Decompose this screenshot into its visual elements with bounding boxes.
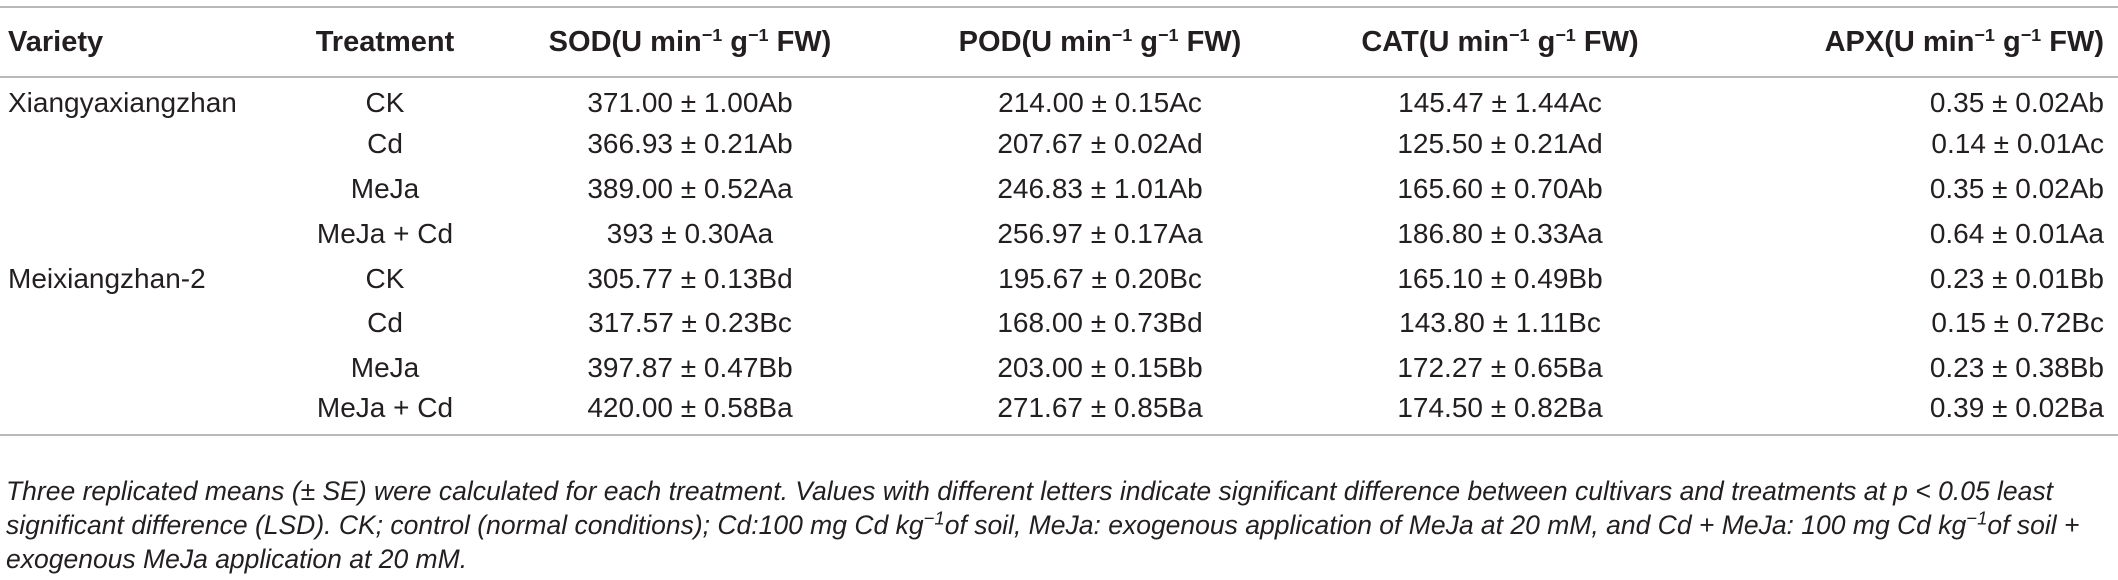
header-cat-sup2: −1 [1555,24,1576,45]
table-footnote: Three replicated means (± SE) were calcu… [6,474,2106,576]
header-cat-base: CAT(U min [1361,25,1510,58]
header-sod: SOD(U min−1 g−1 FW) [480,6,900,78]
cell-cat: 174.50 ± 0.82Ba [1300,390,1700,437]
cell-variety [0,122,290,167]
cell-cat: 145.47 ± 1.44Ac [1398,86,1602,118]
footnote-sup-1: −1 [923,507,945,529]
header-apx-base: APX(U min [1824,25,1975,58]
cell-apx: 0.23 ± 0.38Bb [1929,352,2104,384]
cell-apx: 0.35 ± 0.02Ab [1929,86,2104,118]
cell-apx: 0.64 ± 0.01Aa [1929,217,2104,249]
table-row: MeJa + Cd 393 ± 0.30Aa 256.97 ± 0.17Aa 1… [0,211,2118,256]
cell-cat: 143.80 ± 1.11Bc [1399,307,1601,339]
header-pod-base: POD(U min [958,25,1112,58]
cell-pod: 214.00 ± 0.15Ac [998,86,1202,118]
cell-pod: 207.67 ± 0.02Ad [997,128,1203,160]
table-row: Cd 366.93 ± 0.21Ab 207.67 ± 0.02Ad 125.5… [0,122,2118,167]
cell-sod: 305.77 ± 0.13Bd [587,262,793,294]
header-pod-mid: g [1132,25,1159,58]
header-apx-sup1: −1 [1974,24,1995,45]
table-row: Meixiangzhan-2 CK 305.77 ± 0.13Bd 195.67… [0,256,2118,301]
cell-sod: 371.00 ± 1.00Ab [587,86,793,118]
cell-pod: 203.00 ± 0.15Bb [997,352,1203,384]
cell-treatment: MeJa [350,352,420,384]
cell-apx: 0.15 ± 0.72Bc [1931,307,2104,339]
table-row: Xiangyaxiangzhan CK 371.00 ± 1.00Ab 214.… [0,77,2118,122]
header-sod-base: SOD(U min [548,25,702,58]
cell-sod: 389.00 ± 0.52Aa [587,172,793,204]
header-apx-end: FW) [2041,25,2104,58]
cell-sod: 317.57 ± 0.23Bc [588,307,792,339]
cell-pod: 271.67 ± 0.85Ba [900,390,1300,437]
footnote-sup-2: −1 [1966,507,1988,529]
header-cat: CAT(U min−1 g−1 FW) [1300,6,1700,78]
header-pod-sup1: −1 [1111,24,1133,45]
cell-variety [0,301,290,346]
table-row: MeJa 397.87 ± 0.47Bb 203.00 ± 0.15Bb 172… [0,346,2118,391]
cell-variety [0,390,290,437]
header-apx-mid: g [1994,25,2021,58]
table-row: MeJa 389.00 ± 0.52Aa 246.83 ± 1.01Ab 165… [0,167,2118,212]
cell-apx: 0.23 ± 0.01Bb [1929,262,2104,294]
header-sod-end: FW) [768,25,832,58]
header-apx-sup2: −1 [2020,24,2042,45]
cell-sod: 366.93 ± 0.21Ab [587,128,793,160]
footnote-text-1: Three replicated means (± SE) were calcu… [6,476,2054,540]
cell-cat: 125.50 ± 0.21Ad [1397,128,1603,160]
header-pod-end: FW) [1178,25,1242,58]
header-cat-mid: g [1529,25,1556,58]
header-cat-end: FW) [1575,25,1639,58]
cell-pod: 256.97 ± 0.17Aa [997,217,1203,249]
cell-variety: Xiangyaxiangzhan [8,86,237,118]
header-row: Variety Treatment SOD(U min−1 g−1 FW) PO… [0,6,2118,78]
enzyme-activity-table: Variety Treatment SOD(U min−1 g−1 FW) PO… [0,6,2118,437]
cell-variety [0,346,290,391]
cell-pod: 168.00 ± 0.73Bd [997,307,1203,339]
cell-apx: 0.35 ± 0.02Ab [1929,172,2104,204]
cell-apx: 0.14 ± 0.01Ac [1931,128,2104,160]
cell-variety [0,167,290,212]
cell-sod: 393 ± 0.30Aa [606,217,774,249]
cell-pod: 246.83 ± 1.01Ab [997,172,1203,204]
cell-variety: Meixiangzhan-2 [8,262,206,294]
cell-treatment: Cd [367,307,403,339]
table-row: MeJa + Cd 420.00 ± 0.58Ba 271.67 ± 0.85B… [0,390,2118,437]
footnote-text-3: of soil + exogenous MeJa application at … [6,510,2080,574]
header-sod-sup1: −1 [701,24,723,45]
cell-cat: 165.60 ± 0.70Ab [1397,172,1603,204]
cell-treatment: Cd [367,128,403,160]
cell-treatment: MeJa [350,172,420,204]
header-apx: APX(U min−1 g−1 FW) [1700,6,2118,78]
cell-treatment: CK [365,86,405,118]
header-cat-sup1: −1 [1509,24,1530,45]
header-pod: POD(U min−1 g−1 FW) [900,6,1300,78]
header-variety: Variety [0,6,290,78]
header-treatment: Treatment [290,6,480,78]
cell-cat: 172.27 ± 0.65Ba [1397,352,1603,384]
cell-treatment: MeJa + Cd [316,217,454,249]
cell-cat: 165.10 ± 0.49Bb [1397,262,1603,294]
cell-treatment: MeJa + Cd [290,390,480,437]
header-pod-sup2: −1 [1158,24,1179,45]
cell-apx: 0.39 ± 0.02Ba [1700,390,2118,437]
cell-sod: 397.87 ± 0.47Bb [587,352,793,384]
cell-sod: 420.00 ± 0.58Ba [480,390,900,437]
cell-treatment: CK [365,262,405,294]
cell-pod: 195.67 ± 0.20Bc [998,262,1202,294]
footnote-text-2: of soil, MeJa: exogenous application of … [944,510,1967,540]
header-sod-sup2: −1 [748,24,769,45]
table-row: Cd 317.57 ± 0.23Bc 168.00 ± 0.73Bd 143.8… [0,301,2118,346]
header-sod-mid: g [722,25,749,58]
cell-variety [0,211,290,256]
cell-cat: 186.80 ± 0.33Aa [1397,217,1603,249]
